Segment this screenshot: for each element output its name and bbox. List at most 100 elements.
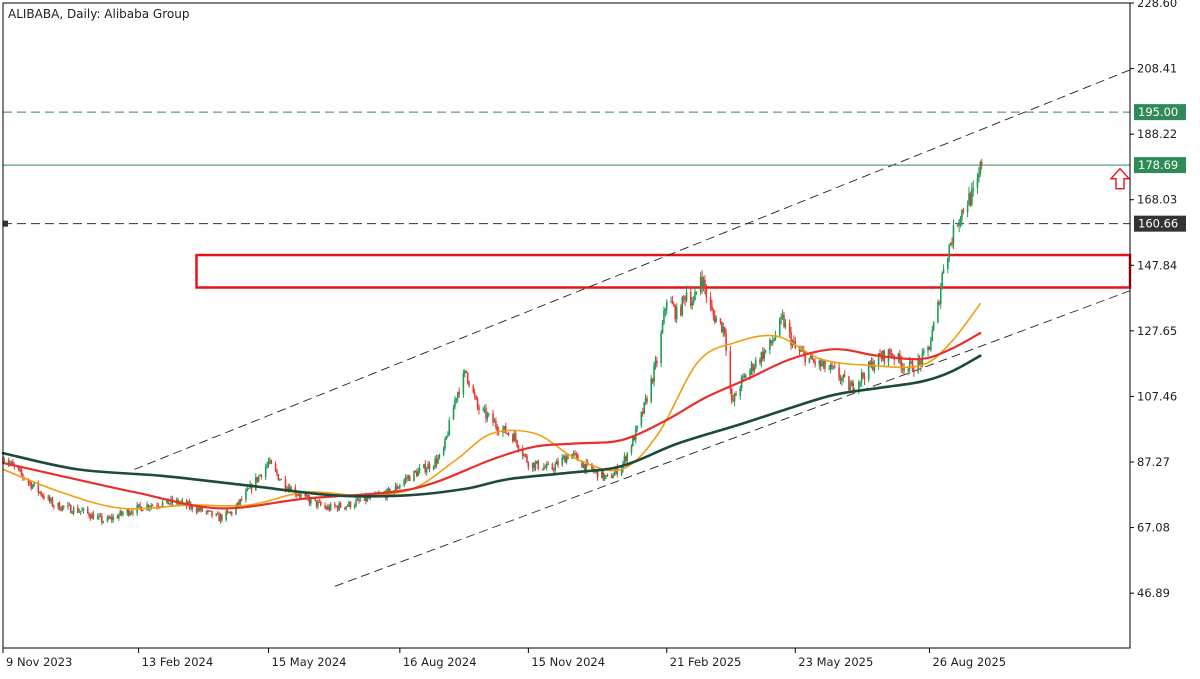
- candle-body-470: [930, 341, 932, 350]
- candle-body-389: [770, 340, 773, 344]
- candle-body-279: [552, 469, 555, 471]
- candle-body-427: [843, 374, 846, 377]
- candle-body-291: [575, 453, 578, 455]
- candle-body-407: [804, 352, 806, 363]
- candle-body-391: [773, 338, 775, 341]
- candle-body-44: [88, 513, 90, 517]
- candle-body-345: [682, 296, 685, 298]
- candle-body-254: [503, 426, 506, 430]
- candle-body-440: [870, 361, 873, 367]
- candle-body-229: [454, 400, 456, 408]
- candle-body-396: [783, 315, 785, 327]
- candle-body-405: [801, 350, 804, 352]
- candle-body-115: [228, 511, 230, 513]
- candle-body-227: [448, 419, 451, 436]
- candle-body-384: [760, 352, 763, 363]
- candle-body-352: [695, 291, 698, 293]
- candle-body-415: [821, 364, 823, 367]
- candle-body-29: [58, 502, 61, 510]
- candle-body-90: [178, 503, 181, 505]
- candle-body-111: [219, 514, 222, 522]
- candle-body-34: [68, 504, 71, 506]
- candle-body-320: [633, 436, 636, 441]
- candle-body-156: [308, 498, 311, 504]
- x-tick-label-2025-02-21: 21 Feb 2025: [670, 655, 742, 669]
- candle-body-57: [112, 516, 114, 520]
- candle-body-203: [403, 480, 405, 486]
- ma-layer: [1, 302, 982, 510]
- price-badge-195.00: [1134, 104, 1186, 121]
- candle-body-38: [77, 507, 79, 513]
- chart-title: ALIBABA, Daily: Alibaba Group: [8, 7, 189, 21]
- candle-body-334: [661, 323, 664, 333]
- candle-body-483: [956, 225, 959, 227]
- candle-body-330: [653, 365, 655, 382]
- candle-body-361: [713, 314, 716, 323]
- moving-average-3: [1, 354, 982, 498]
- candle-body-329: [651, 378, 654, 382]
- candle-body-102: [201, 507, 203, 512]
- candle-body-306: [605, 475, 607, 477]
- candle-body-85: [168, 503, 171, 505]
- candle-body-149: [295, 494, 298, 496]
- candle-body-305: [603, 475, 606, 480]
- candle-body-325: [643, 402, 645, 414]
- candle-body-32: [62, 505, 65, 507]
- y-tick-label-147.84: 147.84: [1137, 258, 1177, 272]
- candle-body-212: [418, 467, 421, 471]
- candle-body-449: [889, 349, 891, 354]
- candle-body-121: [239, 499, 242, 505]
- candle-body-186: [367, 497, 370, 499]
- candle-body-55: [109, 517, 112, 519]
- candle-body-19: [38, 491, 41, 493]
- candle-body-99: [197, 507, 199, 512]
- candle-body-367: [725, 334, 727, 351]
- candle-body-184: [365, 495, 367, 502]
- candle-body-130: [257, 475, 260, 482]
- candle-body-6: [12, 461, 14, 465]
- candle-body-290: [574, 452, 576, 454]
- candle-body-174: [345, 506, 347, 509]
- y-tick-label-107.46: 107.46: [1137, 389, 1177, 403]
- candle-body-179: [355, 500, 357, 506]
- channel-line-1: [134, 69, 1131, 470]
- candle-body-465: [920, 360, 922, 367]
- candle-body-248: [492, 413, 494, 423]
- candle-body-135: [267, 461, 270, 465]
- candle-body-201: [397, 487, 400, 489]
- candle-body-233: [462, 373, 465, 395]
- candle-body-382: [754, 359, 757, 368]
- candle-body-232: [458, 392, 460, 395]
- candle-body-422: [834, 366, 836, 368]
- candle-body-390: [771, 340, 774, 344]
- candle-body-348: [689, 292, 692, 306]
- candle-body-108: [215, 513, 218, 516]
- candle-body-438: [867, 362, 870, 380]
- candle-body-27: [53, 505, 55, 507]
- candle-body-385: [762, 352, 764, 359]
- candle-body-395: [781, 315, 784, 318]
- candle-body-360: [712, 310, 715, 315]
- candle-body-383: [759, 359, 761, 363]
- candle-body-370: [732, 400, 734, 402]
- candle-body-163: [324, 505, 326, 508]
- candle-body-109: [216, 513, 219, 515]
- candle-body-117: [230, 511, 233, 515]
- candle-body-240: [475, 396, 477, 399]
- candle-body-282: [557, 461, 559, 466]
- candle-body-122: [240, 499, 243, 501]
- candle-body-238: [472, 385, 475, 393]
- candle-body-234: [464, 370, 466, 374]
- candle-body-161: [318, 501, 321, 503]
- candle-body-82: [161, 502, 164, 507]
- candle-body-342: [675, 306, 678, 320]
- candle-body-387: [764, 349, 767, 352]
- candle-body-275: [544, 467, 547, 469]
- candle-body-353: [699, 276, 702, 292]
- candle-body-245: [485, 408, 487, 419]
- moving-average-1: [2, 302, 982, 510]
- candle-body-496: [980, 161, 983, 166]
- candle-body-344: [681, 296, 684, 316]
